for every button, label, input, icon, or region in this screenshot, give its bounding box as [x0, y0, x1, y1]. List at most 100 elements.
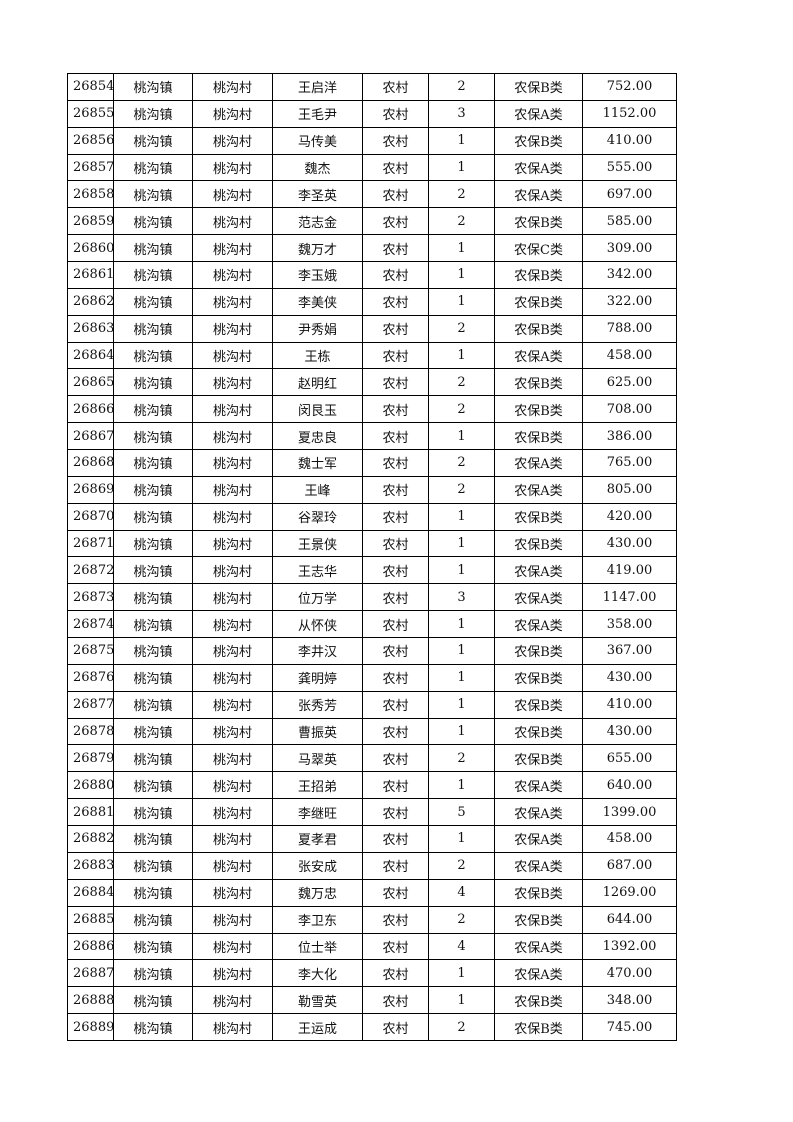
- record-id: 26882: [67, 825, 114, 853]
- insurance-class: 农保A类: [494, 341, 583, 370]
- household-size: 1: [428, 610, 495, 639]
- village: 桃沟村: [192, 744, 273, 773]
- insurance-class: 农保B类: [494, 690, 583, 719]
- insurance-class: 农保A类: [494, 153, 583, 182]
- village: 桃沟村: [192, 1013, 273, 1041]
- village: 桃沟村: [192, 583, 273, 612]
- record-id: 26871: [67, 529, 114, 558]
- amount: 805.00: [582, 475, 677, 504]
- area-type: 农村: [362, 153, 429, 182]
- area-type: 农村: [362, 207, 429, 236]
- record-id: 26854: [67, 73, 114, 101]
- town: 桃沟镇: [113, 663, 193, 692]
- village: 桃沟村: [192, 905, 273, 934]
- table-row: 26874 桃沟镇 桃沟村 从怀侠 农村 1 农保A类 358.00: [67, 610, 677, 639]
- household-size: 2: [428, 905, 495, 934]
- town: 桃沟镇: [113, 744, 193, 773]
- table-row: 26888 桃沟镇 桃沟村 勒雪英 农村 1 农保B类 348.00: [67, 986, 677, 1015]
- table-row: 26882 桃沟镇 桃沟村 夏孝君 农村 1 农保A类 458.00: [67, 825, 677, 853]
- person-name: 从怀侠: [272, 610, 363, 639]
- data-table: 26854 桃沟镇 桃沟村 王启洋 农村 2 农保B类 752.00 26855 桃沟镇 桃沟村 王毛…: [67, 73, 677, 1041]
- area-type: 农村: [362, 637, 429, 665]
- amount: 788.00: [582, 314, 677, 343]
- household-size: 5: [428, 798, 495, 827]
- town: 桃沟镇: [113, 207, 193, 236]
- amount: 697.00: [582, 180, 677, 209]
- person-name: 曹振英: [272, 717, 363, 746]
- insurance-class: 农保B类: [494, 1013, 583, 1041]
- town: 桃沟镇: [113, 529, 193, 558]
- area-type: 农村: [362, 449, 429, 477]
- household-size: 2: [428, 744, 495, 773]
- table-row: 26865 桃沟镇 桃沟村 赵明红 农村 2 农保B类 625.00: [67, 368, 677, 397]
- town: 桃沟镇: [113, 502, 193, 531]
- insurance-class: 农保B类: [494, 529, 583, 558]
- household-size: 2: [428, 207, 495, 236]
- record-id: 26856: [67, 126, 114, 155]
- amount: 644.00: [582, 905, 677, 934]
- amount: 458.00: [582, 341, 677, 370]
- village: 桃沟村: [192, 287, 273, 316]
- village: 桃沟村: [192, 717, 273, 746]
- person-name: 赵明红: [272, 368, 363, 397]
- village: 桃沟村: [192, 261, 273, 289]
- insurance-class: 农保B类: [494, 663, 583, 692]
- town: 桃沟镇: [113, 314, 193, 343]
- person-name: 李大化: [272, 959, 363, 988]
- town: 桃沟镇: [113, 261, 193, 289]
- record-id: 26857: [67, 153, 114, 182]
- insurance-class: 农保B类: [494, 73, 583, 101]
- household-size: 1: [428, 287, 495, 316]
- insurance-class: 农保B类: [494, 126, 583, 155]
- insurance-class: 农保B类: [494, 637, 583, 665]
- amount: 322.00: [582, 287, 677, 316]
- town: 桃沟镇: [113, 368, 193, 397]
- insurance-class: 农保A类: [494, 959, 583, 988]
- household-size: 1: [428, 234, 495, 263]
- amount: 342.00: [582, 261, 677, 289]
- table-row: 26879 桃沟镇 桃沟村 马翠英 农村 2 农保B类 655.00: [67, 744, 677, 773]
- table-row: 26856 桃沟镇 桃沟村 马传美 农村 1 农保B类 410.00: [67, 126, 677, 155]
- household-size: 1: [428, 663, 495, 692]
- insurance-class: 农保A类: [494, 180, 583, 209]
- village: 桃沟村: [192, 99, 273, 128]
- household-size: 1: [428, 153, 495, 182]
- record-id: 26859: [67, 207, 114, 236]
- insurance-class: 农保B类: [494, 717, 583, 746]
- household-size: 2: [428, 314, 495, 343]
- household-size: 1: [428, 771, 495, 800]
- record-id: 26883: [67, 851, 114, 880]
- person-name: 张秀芳: [272, 690, 363, 719]
- household-size: 1: [428, 637, 495, 665]
- insurance-class: 农保B类: [494, 878, 583, 907]
- table-row: 26866 桃沟镇 桃沟村 闵艮玉 农村 2 农保B类 708.00: [67, 395, 677, 424]
- table-row: 26861 桃沟镇 桃沟村 李玉娥 农村 1 农保B类 342.00: [67, 261, 677, 289]
- village: 桃沟村: [192, 180, 273, 209]
- town: 桃沟镇: [113, 959, 193, 988]
- town: 桃沟镇: [113, 475, 193, 504]
- household-size: 1: [428, 529, 495, 558]
- record-id: 26867: [67, 422, 114, 451]
- insurance-class: 农保B类: [494, 261, 583, 289]
- insurance-class: 农保A类: [494, 825, 583, 853]
- household-size: 2: [428, 449, 495, 477]
- record-id: 26858: [67, 180, 114, 209]
- table-row: 26860 桃沟镇 桃沟村 魏万才 农村 1 农保C类 309.00: [67, 234, 677, 263]
- area-type: 农村: [362, 583, 429, 612]
- person-name: 李继旺: [272, 798, 363, 827]
- household-size: 3: [428, 99, 495, 128]
- insurance-class: 农保A类: [494, 475, 583, 504]
- town: 桃沟镇: [113, 637, 193, 665]
- village: 桃沟村: [192, 878, 273, 907]
- town: 桃沟镇: [113, 798, 193, 827]
- insurance-class: 农保A类: [494, 449, 583, 477]
- village: 桃沟村: [192, 207, 273, 236]
- village: 桃沟村: [192, 368, 273, 397]
- table-row: 26881 桃沟镇 桃沟村 李继旺 农村 5 农保A类 1399.00: [67, 798, 677, 827]
- village: 桃沟村: [192, 314, 273, 343]
- person-name: 王栋: [272, 341, 363, 370]
- area-type: 农村: [362, 1013, 429, 1041]
- village: 桃沟村: [192, 851, 273, 880]
- amount: 430.00: [582, 717, 677, 746]
- town: 桃沟镇: [113, 690, 193, 719]
